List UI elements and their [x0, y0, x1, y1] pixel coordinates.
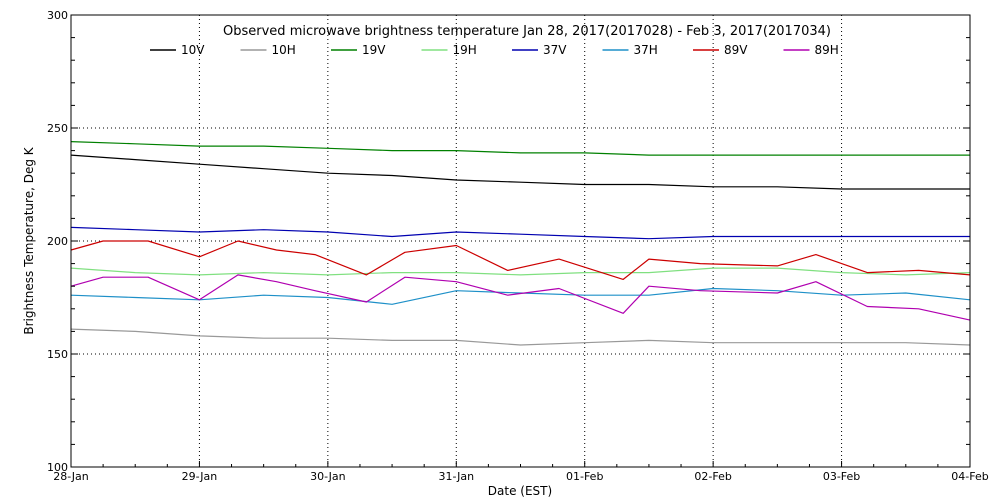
- series-line-37v: [70, 226, 970, 240]
- series-line-19h: [70, 267, 971, 276]
- x-tick-label: 29-Jan: [182, 470, 218, 483]
- legend-label: 89H: [815, 43, 839, 57]
- series-line-89h: [70, 274, 971, 321]
- series-line-19v: [70, 141, 970, 156]
- series-line-10v: [70, 154, 970, 190]
- x-axis-title: Date (EST): [488, 484, 552, 498]
- series-line-89v: [70, 240, 971, 280]
- series-line-10h: [70, 328, 971, 346]
- chart-title: Observed microwave brightness temperatur…: [223, 24, 831, 39]
- axis-layer: 28-Jan 29-Jan 30-Jan 31-Jan 01-Feb 02-Feb 03-F…: [47, 9, 989, 483]
- legend-label: 10V: [181, 43, 205, 57]
- legend-label: 10H: [272, 43, 296, 57]
- y-tick-label: 200: [47, 235, 68, 248]
- legend-label: 89V: [724, 43, 748, 57]
- y-tick-label: 150: [47, 348, 68, 361]
- y-axis-title: Brightness Temperature, Deg K: [22, 146, 36, 334]
- x-tick-label: 31-Jan: [439, 470, 475, 483]
- legend-label: 19H: [453, 43, 477, 57]
- legend: 10V 10H 19V 19H 37V 37H 89V 89H: [150, 43, 839, 57]
- x-tick-label: 30-Jan: [310, 470, 346, 483]
- y-tick-label: 300: [47, 9, 68, 22]
- x-tick-label: 28-Jan: [53, 470, 89, 483]
- y-tick-label: 250: [47, 122, 68, 135]
- x-tick-label: 04-Feb: [951, 470, 988, 483]
- x-tick-label: 03-Feb: [823, 470, 860, 483]
- legend-label: 37H: [634, 43, 658, 57]
- y-tick-label: 100: [47, 461, 68, 474]
- x-tick-label: 02-Feb: [694, 470, 731, 483]
- legend-label: 19V: [362, 43, 386, 57]
- x-tick-label: 01-Feb: [566, 470, 603, 483]
- series-layer: [70, 141, 971, 346]
- grid-layer: [71, 15, 970, 467]
- legend-label: 37V: [543, 43, 567, 57]
